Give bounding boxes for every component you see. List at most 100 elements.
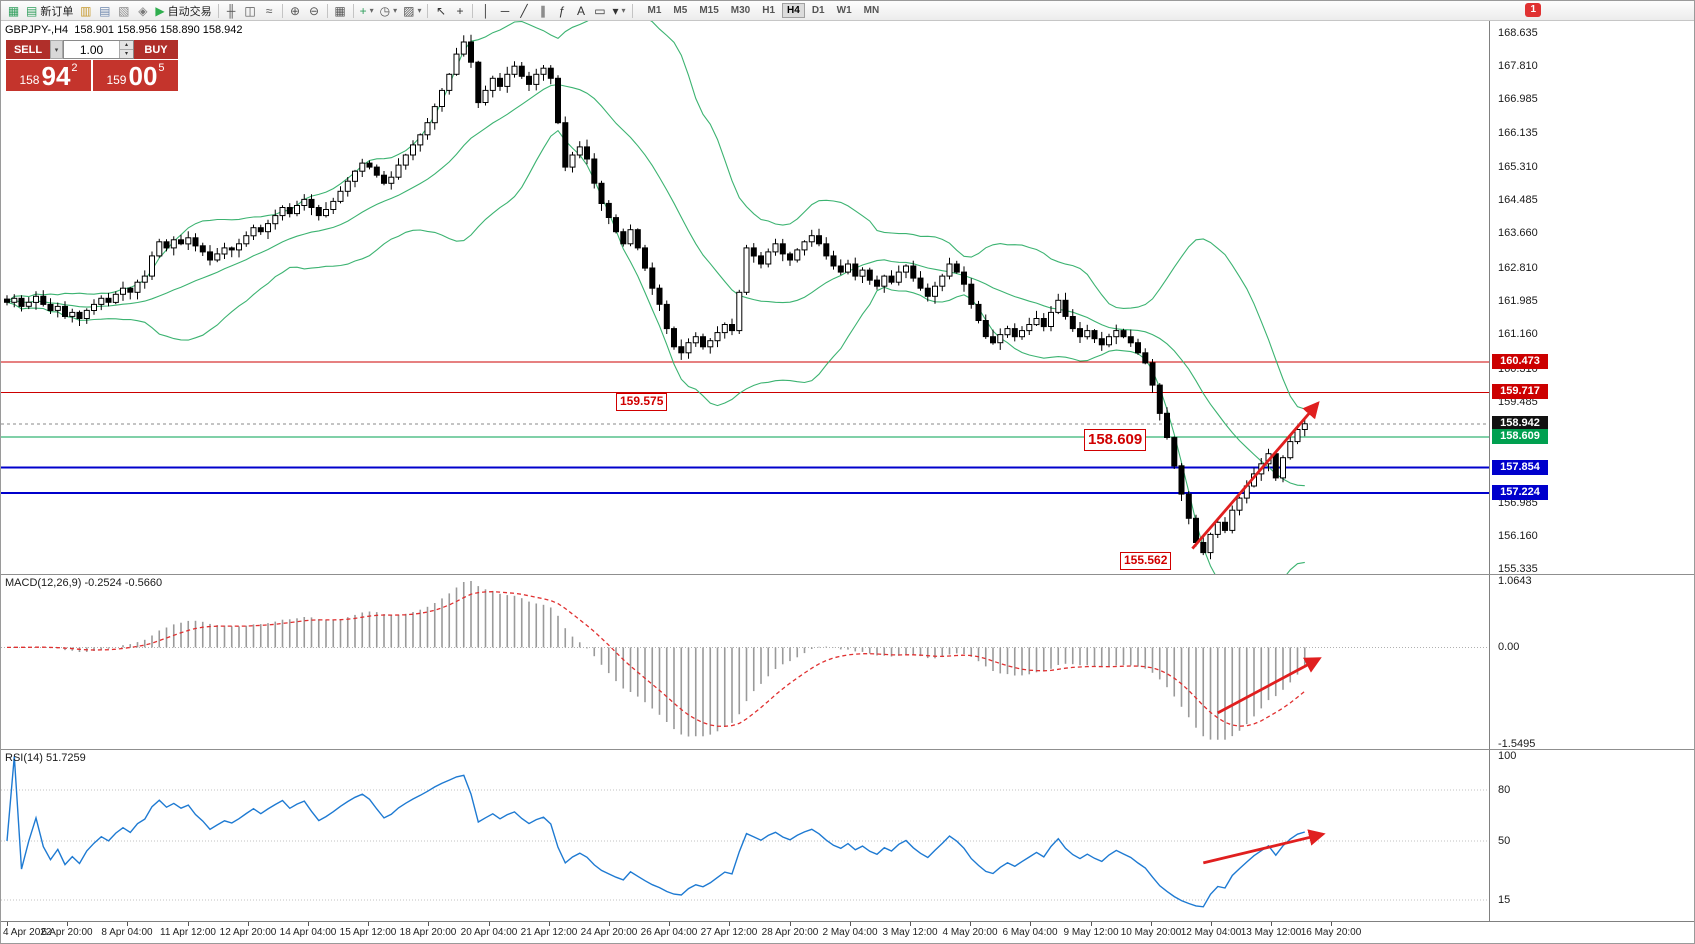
price-annotation[interactable]: 158.609 xyxy=(1084,429,1147,451)
time-axis[interactable]: 4 Apr 2022 6 Apr 20:00 8 Apr 04:00 11 Apr 1… xyxy=(1,921,1694,943)
periods-button[interactable]: ◷ ▾ xyxy=(377,2,401,19)
cursor-button[interactable]: ↖ xyxy=(431,2,450,19)
macd-histogram-layer xyxy=(13,581,1306,740)
fibonacci-icon: ƒ xyxy=(558,3,566,18)
templates-button[interactable]: ▨ ▾ xyxy=(400,2,424,19)
timeframe-m1-button[interactable]: M1 xyxy=(643,3,667,18)
timeframe-h1-button[interactable]: H1 xyxy=(757,3,780,18)
time-axis-label: 12 May 04:00 xyxy=(1180,927,1242,938)
timeframe-d1-button[interactable]: D1 xyxy=(807,3,830,18)
price-tick-label: 156.985 xyxy=(1498,497,1538,509)
auto-trading-label: 自动交易 xyxy=(167,5,212,18)
time-tick-mark xyxy=(609,922,610,926)
toolbar: ▦ ▤ 新订单 ▥ ▤ ▧ ◈ ▶ 自动交易 ╫ ◫ ≈ ⊕ ⊖ ▦ + ▾ ◷ ▾ ▨ ▾ ↖ + │ ─ ╱ ∥ ƒ A ▭ ▾ ▾ M1… xyxy=(1,1,1694,21)
price-line-tag: 158.942 xyxy=(1492,416,1548,431)
time-tick-mark xyxy=(790,922,791,926)
price-chart-plot[interactable] xyxy=(1,21,1489,574)
new-order-button[interactable]: ▤ 新订单 xyxy=(23,2,76,19)
data-window-button[interactable]: ▧ xyxy=(114,2,133,19)
rsi-panel[interactable]: RSI(14) 51.7259 xyxy=(1,749,1489,921)
time-axis-label: 21 Apr 12:00 xyxy=(520,927,578,938)
price-annotation[interactable]: 159.575 xyxy=(616,393,668,411)
candles-layer[interactable] xyxy=(4,34,1308,560)
price-annotation[interactable]: 155.562 xyxy=(1120,552,1172,570)
macd-panel[interactable]: MACD(12,26,9) -0.2524 -0.5660 xyxy=(1,574,1489,749)
macd-plot[interactable] xyxy=(1,574,1489,749)
sell-options-caret-icon[interactable]: ▾ xyxy=(50,40,63,59)
auto-trading-button[interactable]: ▶ 自动交易 xyxy=(152,2,214,19)
rsi-scale-label: 80 xyxy=(1498,784,1511,796)
level-lines-layer[interactable] xyxy=(1,361,1489,495)
arrows-button[interactable]: ▾ ▾ xyxy=(609,2,628,19)
time-axis-label: 11 Apr 12:00 xyxy=(160,927,216,938)
price-scale[interactable]: 168.635 167.810 166.985 166.135 165.310 164.4… xyxy=(1489,21,1694,943)
timeframe-m15-button[interactable]: M15 xyxy=(694,3,723,18)
sell-price[interactable]: 158 94 2 xyxy=(6,60,91,91)
time-axis-label: 14 Apr 04:00 xyxy=(279,927,337,938)
terminal-chart-icon: ▦ xyxy=(7,3,20,18)
notification-badge[interactable]: 1 xyxy=(1525,3,1541,17)
time-tick-mark xyxy=(549,922,550,926)
rsi-plot[interactable] xyxy=(1,749,1489,921)
price-tick-label: 159.485 xyxy=(1498,396,1538,408)
trend-arrow[interactable] xyxy=(1191,401,1320,550)
timeframe-mn-button[interactable]: MN xyxy=(859,3,885,18)
new-chart-button[interactable]: + ▾ xyxy=(357,2,377,19)
volume-spinner: ▴ ▾ xyxy=(119,41,133,58)
navigator-button[interactable]: ◈ xyxy=(133,2,152,19)
main-chart-panel[interactable]: GBPJPY-,H4 158.901 158.956 158.890 158.9… xyxy=(1,21,1489,574)
volume-input[interactable] xyxy=(64,41,119,58)
text-button[interactable]: A xyxy=(571,2,590,19)
zoom-out-button[interactable]: ⊖ xyxy=(305,2,324,19)
fibonacci-button[interactable]: ƒ xyxy=(552,2,571,19)
charts-profile-button[interactable]: ▥ xyxy=(76,2,95,19)
time-tick-mark xyxy=(489,922,490,926)
rsi-scale-label: 15 xyxy=(1498,894,1511,906)
crosshair-button[interactable]: + xyxy=(450,2,469,19)
templates-icon: ▨ xyxy=(403,3,415,18)
price-tick-label: 162.810 xyxy=(1498,262,1538,274)
volume-up-icon[interactable]: ▴ xyxy=(120,41,133,49)
time-axis-label: 6 May 04:00 xyxy=(1002,927,1058,938)
toolbar-separator xyxy=(217,3,219,18)
timeframe-h4-button[interactable]: H4 xyxy=(782,3,805,18)
terminal-chart-button[interactable]: ▦ xyxy=(4,2,23,19)
candlestick-chart-icon: ◫ xyxy=(244,3,256,18)
vertical-line-button[interactable]: │ xyxy=(476,2,495,19)
timeframe-w1-button[interactable]: W1 xyxy=(832,3,857,18)
bar-chart-button[interactable]: ╫ xyxy=(222,2,241,19)
equidistant-channel-icon: ∥ xyxy=(539,3,546,18)
time-tick-mark xyxy=(7,922,8,926)
line-chart-button[interactable]: ≈ xyxy=(260,2,279,19)
rsi-label: RSI(14) 51.7259 xyxy=(5,752,86,764)
time-axis-label: 18 Apr 20:00 xyxy=(399,927,457,938)
price-tick-label: 166.135 xyxy=(1498,127,1538,139)
time-axis-label: 12 Apr 20:00 xyxy=(219,927,277,938)
time-tick-mark xyxy=(188,922,189,926)
trendline-button[interactable]: ╱ xyxy=(514,2,533,19)
zoom-in-button[interactable]: ⊕ xyxy=(286,2,305,19)
panel-separator[interactable] xyxy=(1,574,1694,575)
line-chart-icon: ≈ xyxy=(265,3,273,18)
volume-down-icon[interactable]: ▾ xyxy=(120,49,133,58)
rsi-trend-arrow[interactable] xyxy=(1202,829,1326,865)
market-watch-button[interactable]: ▤ xyxy=(95,2,114,19)
time-axis-label: 27 Apr 12:00 xyxy=(700,927,758,938)
time-axis-label: 2 May 04:00 xyxy=(822,927,878,938)
equidistant-channel-button[interactable]: ∥ xyxy=(533,2,552,19)
market-watch-icon: ▤ xyxy=(99,3,111,18)
tile-windows-button[interactable]: ▦ xyxy=(331,2,350,19)
buy-price[interactable]: 159 00 5 xyxy=(93,60,178,91)
text-label-button[interactable]: ▭ xyxy=(590,2,609,19)
panel-separator[interactable] xyxy=(1,749,1694,750)
horizontal-line-button[interactable]: ─ xyxy=(495,2,514,19)
candlestick-chart-button[interactable]: ◫ xyxy=(241,2,260,19)
time-tick-mark xyxy=(1331,922,1332,926)
macd-trend-arrow[interactable] xyxy=(1217,657,1322,715)
sell-button[interactable]: SELL xyxy=(6,40,50,59)
timeframe-m5-button[interactable]: M5 xyxy=(668,3,692,18)
buy-button[interactable]: BUY xyxy=(134,40,178,59)
price-tick-label: 161.160 xyxy=(1498,328,1538,340)
timeframe-m30-button[interactable]: M30 xyxy=(726,3,755,18)
